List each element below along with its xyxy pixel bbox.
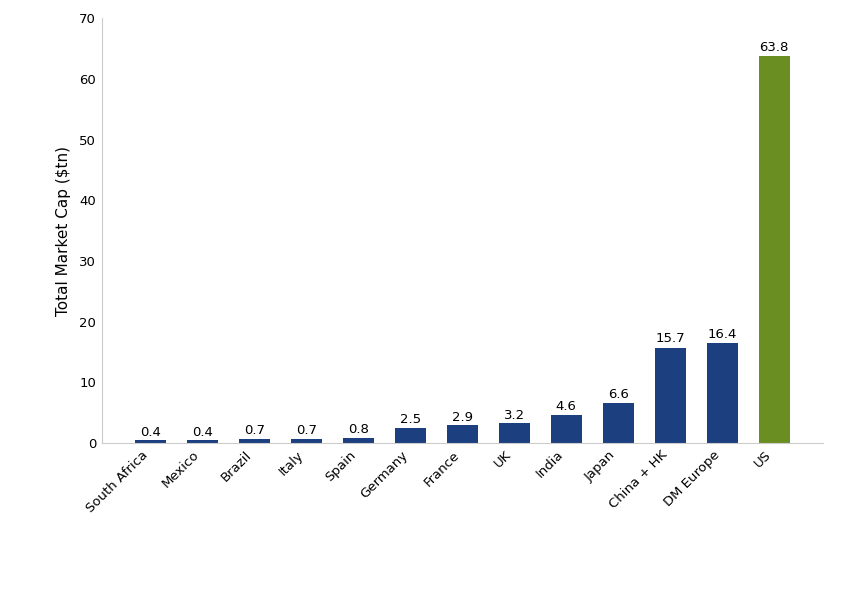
- Bar: [238, 438, 270, 443]
- Bar: [706, 343, 738, 443]
- Text: 4.6: 4.6: [555, 400, 577, 413]
- Text: 0.4: 0.4: [140, 426, 160, 439]
- Bar: [291, 438, 321, 443]
- Bar: [550, 415, 582, 443]
- Y-axis label: Total Market Cap ($tn): Total Market Cap ($tn): [56, 146, 71, 315]
- Bar: [759, 56, 789, 443]
- Bar: [447, 425, 477, 443]
- Bar: [655, 347, 686, 443]
- Bar: [603, 403, 633, 443]
- Bar: [187, 440, 218, 443]
- Text: 3.2: 3.2: [504, 409, 525, 422]
- Text: 2.9: 2.9: [452, 411, 472, 424]
- Text: 16.4: 16.4: [707, 328, 737, 341]
- Bar: [135, 440, 165, 443]
- Text: 0.8: 0.8: [348, 424, 369, 437]
- Bar: [499, 423, 530, 443]
- Text: 63.8: 63.8: [760, 41, 789, 54]
- Text: 6.6: 6.6: [608, 388, 628, 401]
- Bar: [343, 438, 374, 443]
- Text: 0.7: 0.7: [243, 424, 265, 437]
- Bar: [394, 427, 426, 443]
- Text: 15.7: 15.7: [656, 332, 685, 345]
- Text: 2.5: 2.5: [399, 413, 421, 426]
- Text: 0.4: 0.4: [192, 426, 213, 439]
- Text: 0.7: 0.7: [296, 424, 316, 437]
